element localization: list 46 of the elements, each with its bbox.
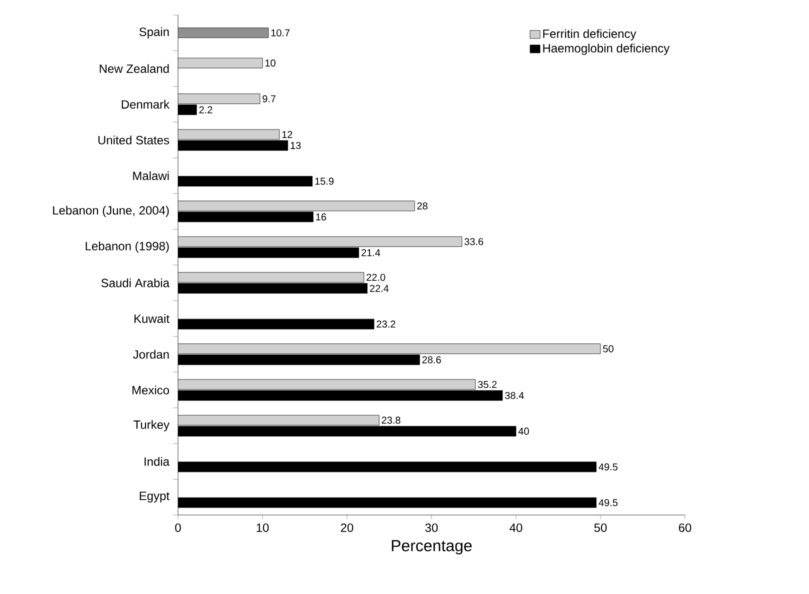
data-label: 13 xyxy=(290,142,301,150)
legend-label: Ferritin deficiency xyxy=(543,29,636,40)
data-label: 23.8 xyxy=(382,416,400,424)
data-label: 10 xyxy=(265,60,276,67)
y-tick-label: New Zealand xyxy=(100,64,169,73)
data-label: 38.4 xyxy=(505,392,524,400)
data-label: 21.4 xyxy=(362,249,380,256)
y-tick-label: Egypt xyxy=(140,492,170,503)
y-tick-label: Kuwait xyxy=(134,314,170,323)
y-tick-label: Saudi Arabia xyxy=(101,278,170,288)
data-label: 15.9 xyxy=(315,178,334,185)
data-label: 40 xyxy=(518,428,529,435)
data-label: 22.4 xyxy=(370,284,389,292)
x-tick-label: 0 xyxy=(175,523,181,532)
x-tick-label: 20 xyxy=(340,523,354,532)
y-tick-label: United States xyxy=(98,136,170,144)
y-tick-label: Turkey xyxy=(134,420,170,432)
y-tick-label: India xyxy=(144,457,170,466)
legend-label: Haemoglobin deficiency xyxy=(543,44,670,55)
y-tick-label: Jordan xyxy=(133,350,169,359)
y-tick-label: Spain xyxy=(139,27,169,38)
y-tick-label: Lebanon (June, 2004) xyxy=(53,206,169,218)
data-label: 33.6 xyxy=(464,238,484,246)
data-label: 22.0 xyxy=(366,274,386,281)
data-label: 28.6 xyxy=(422,356,441,364)
y-tick-label: Mexico xyxy=(132,386,170,394)
data-label: 12 xyxy=(282,131,292,138)
x-tick-label: 60 xyxy=(678,523,692,532)
data-label: 49.5 xyxy=(598,499,618,506)
data-label: 49.5 xyxy=(598,463,618,470)
x-tick-label: 30 xyxy=(425,523,438,532)
data-label: 35.2 xyxy=(478,380,497,388)
x-tick-label: 40 xyxy=(510,523,522,532)
data-label: 50 xyxy=(603,345,614,352)
y-tick-label: Malawi xyxy=(133,171,169,180)
data-label: 28 xyxy=(417,202,428,210)
data-label: 2.2 xyxy=(199,106,212,114)
y-tick-label: Lebanon (1998) xyxy=(86,242,169,253)
data-label: 10.7 xyxy=(271,29,290,36)
data-label: 9.7 xyxy=(262,95,276,102)
data-label: 23.2 xyxy=(376,320,396,328)
x-tick-label: 10 xyxy=(256,523,269,532)
y-tick-label: Denmark xyxy=(122,100,170,109)
data-label: 16 xyxy=(316,213,326,220)
x-tick-label: 50 xyxy=(594,523,607,532)
x-axis-title: Percentage xyxy=(392,540,472,554)
